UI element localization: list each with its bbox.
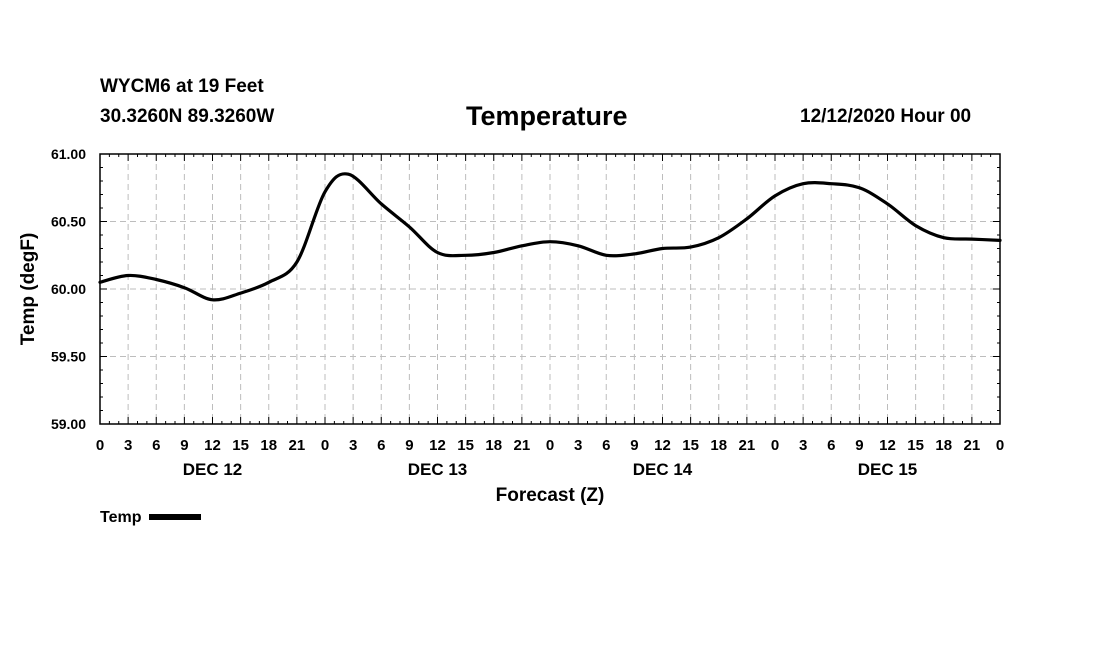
x-tick-label: 0 <box>321 437 329 454</box>
y-tick-label: 60.00 <box>51 281 86 297</box>
y-tick-labels: 59.00 59.50 60.00 60.50 61.00 <box>51 146 86 432</box>
day-label: DEC 15 <box>858 460 918 479</box>
x-tick-label: 3 <box>799 437 807 454</box>
station-coordinates: 30.3260N 89.3260W <box>100 106 275 127</box>
y-tick-label: 59.00 <box>51 416 86 432</box>
x-tick-label: 15 <box>457 437 474 454</box>
x-tick-label: 9 <box>405 437 413 454</box>
station-label: WYCM6 at 19 Feet <box>100 76 264 97</box>
x-tick-label: 18 <box>710 437 727 454</box>
x-tick-label: 12 <box>879 437 896 454</box>
grid-lines <box>100 154 1000 424</box>
x-tick-label: 0 <box>996 437 1004 454</box>
x-tick-label: 12 <box>654 437 671 454</box>
x-tick-label: 0 <box>546 437 554 454</box>
x-tick-label: 18 <box>260 437 277 454</box>
x-tick-label: 9 <box>855 437 863 454</box>
x-tick-label: 21 <box>514 437 531 454</box>
x-tick-label: 3 <box>124 437 132 454</box>
day-label: DEC 12 <box>183 460 243 479</box>
x-tick-label: 21 <box>289 437 306 454</box>
x-tick-label: 0 <box>771 437 779 454</box>
y-tick-label: 61.00 <box>51 146 86 162</box>
x-tick-label: 6 <box>152 437 160 454</box>
x-tick-label: 3 <box>349 437 357 454</box>
x-tick-label: 12 <box>204 437 221 454</box>
x-tick-label: 9 <box>180 437 188 454</box>
x-tick-label: 12 <box>429 437 446 454</box>
x-axis-label: Forecast (Z) <box>496 485 605 506</box>
y-tick-label: 60.50 <box>51 214 86 230</box>
x-tick-label: 6 <box>827 437 835 454</box>
series-line-temp <box>98 172 1002 302</box>
chart-title: Temperature <box>466 101 628 131</box>
y-tick-label: 59.50 <box>51 349 86 365</box>
x-tick-label: 6 <box>602 437 610 454</box>
x-tick-label: 6 <box>377 437 385 454</box>
x-tick-label: 15 <box>232 437 249 454</box>
x-tick-labels: 0 3 6 9 12 15 18 21 0 3 6 9 12 15 18 21 0 3 6 9 12 15 18 21 0 3 6 9… <box>96 437 1004 454</box>
x-tick-label: 0 <box>96 437 104 454</box>
x-tick-label: 3 <box>574 437 582 454</box>
x-tick-label: 9 <box>630 437 638 454</box>
x-tick-label: 15 <box>682 437 699 454</box>
x-tick-label: 15 <box>907 437 924 454</box>
legend-swatch-temp <box>149 514 202 520</box>
x-tick-label: 18 <box>485 437 502 454</box>
day-label: DEC 14 <box>633 460 693 479</box>
day-labels: DEC 12 DEC 13 DEC 14 DEC 15 <box>183 460 918 479</box>
x-tick-label: 18 <box>935 437 952 454</box>
forecast-date: 12/12/2020 Hour 00 <box>800 106 972 127</box>
x-tick-label: 21 <box>739 437 756 454</box>
legend: Temp <box>100 509 202 527</box>
day-label: DEC 13 <box>408 460 468 479</box>
x-tick-label: 21 <box>964 437 981 454</box>
plot-frame <box>99 153 1001 425</box>
y-axis-label: Temp (degF) <box>18 233 39 346</box>
legend-label-temp: Temp <box>100 509 142 526</box>
